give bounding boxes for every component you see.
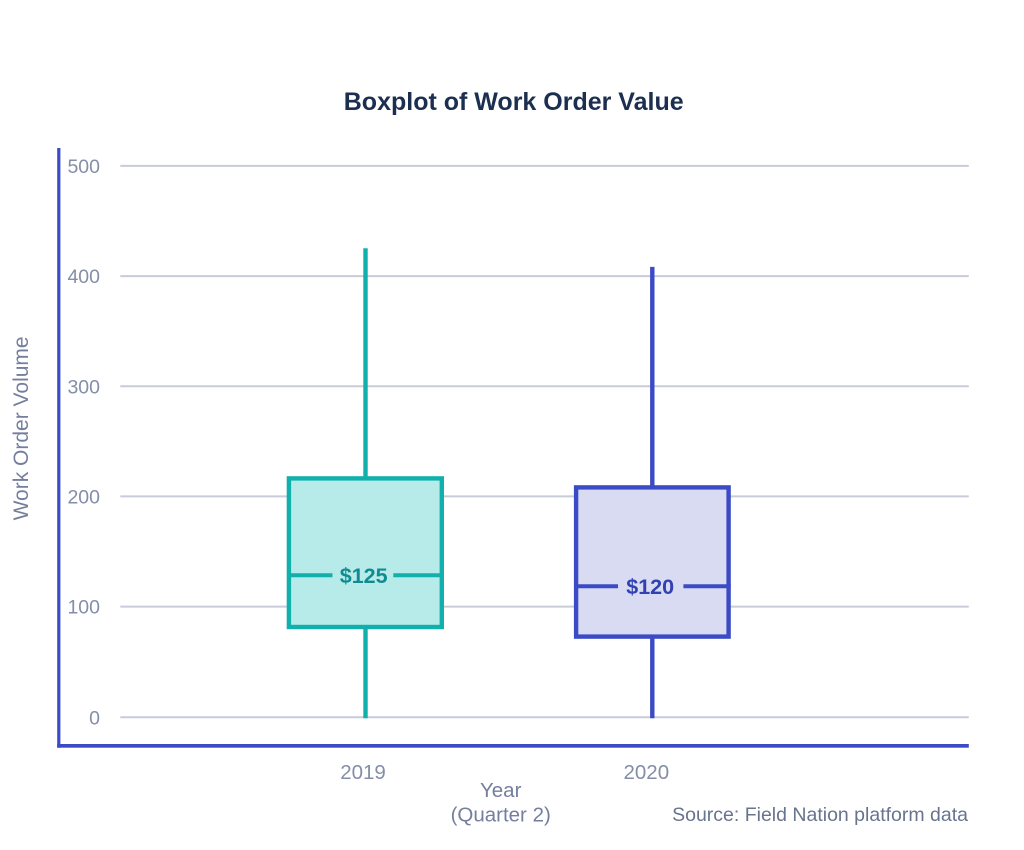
svg-text:400: 400 <box>67 266 100 288</box>
svg-text:$120: $120 <box>626 575 674 599</box>
svg-text:Year: Year <box>480 779 522 802</box>
svg-text:200: 200 <box>67 487 100 509</box>
svg-text:0: 0 <box>89 707 100 729</box>
svg-text:Work Order Volume: Work Order Volume <box>10 336 33 520</box>
svg-text:2020: 2020 <box>623 761 669 784</box>
svg-text:100: 100 <box>67 597 100 619</box>
svg-text:(Quarter 2): (Quarter 2) <box>451 804 551 827</box>
svg-text:Source: Field Nation platform: Source: Field Nation platform data <box>672 804 968 826</box>
svg-text:Boxplot of Work Order Value: Boxplot of Work Order Value <box>344 88 684 116</box>
svg-text:300: 300 <box>67 376 100 398</box>
svg-text:2019: 2019 <box>340 761 386 784</box>
svg-text:500: 500 <box>67 156 100 178</box>
svg-text:$125: $125 <box>340 564 388 588</box>
